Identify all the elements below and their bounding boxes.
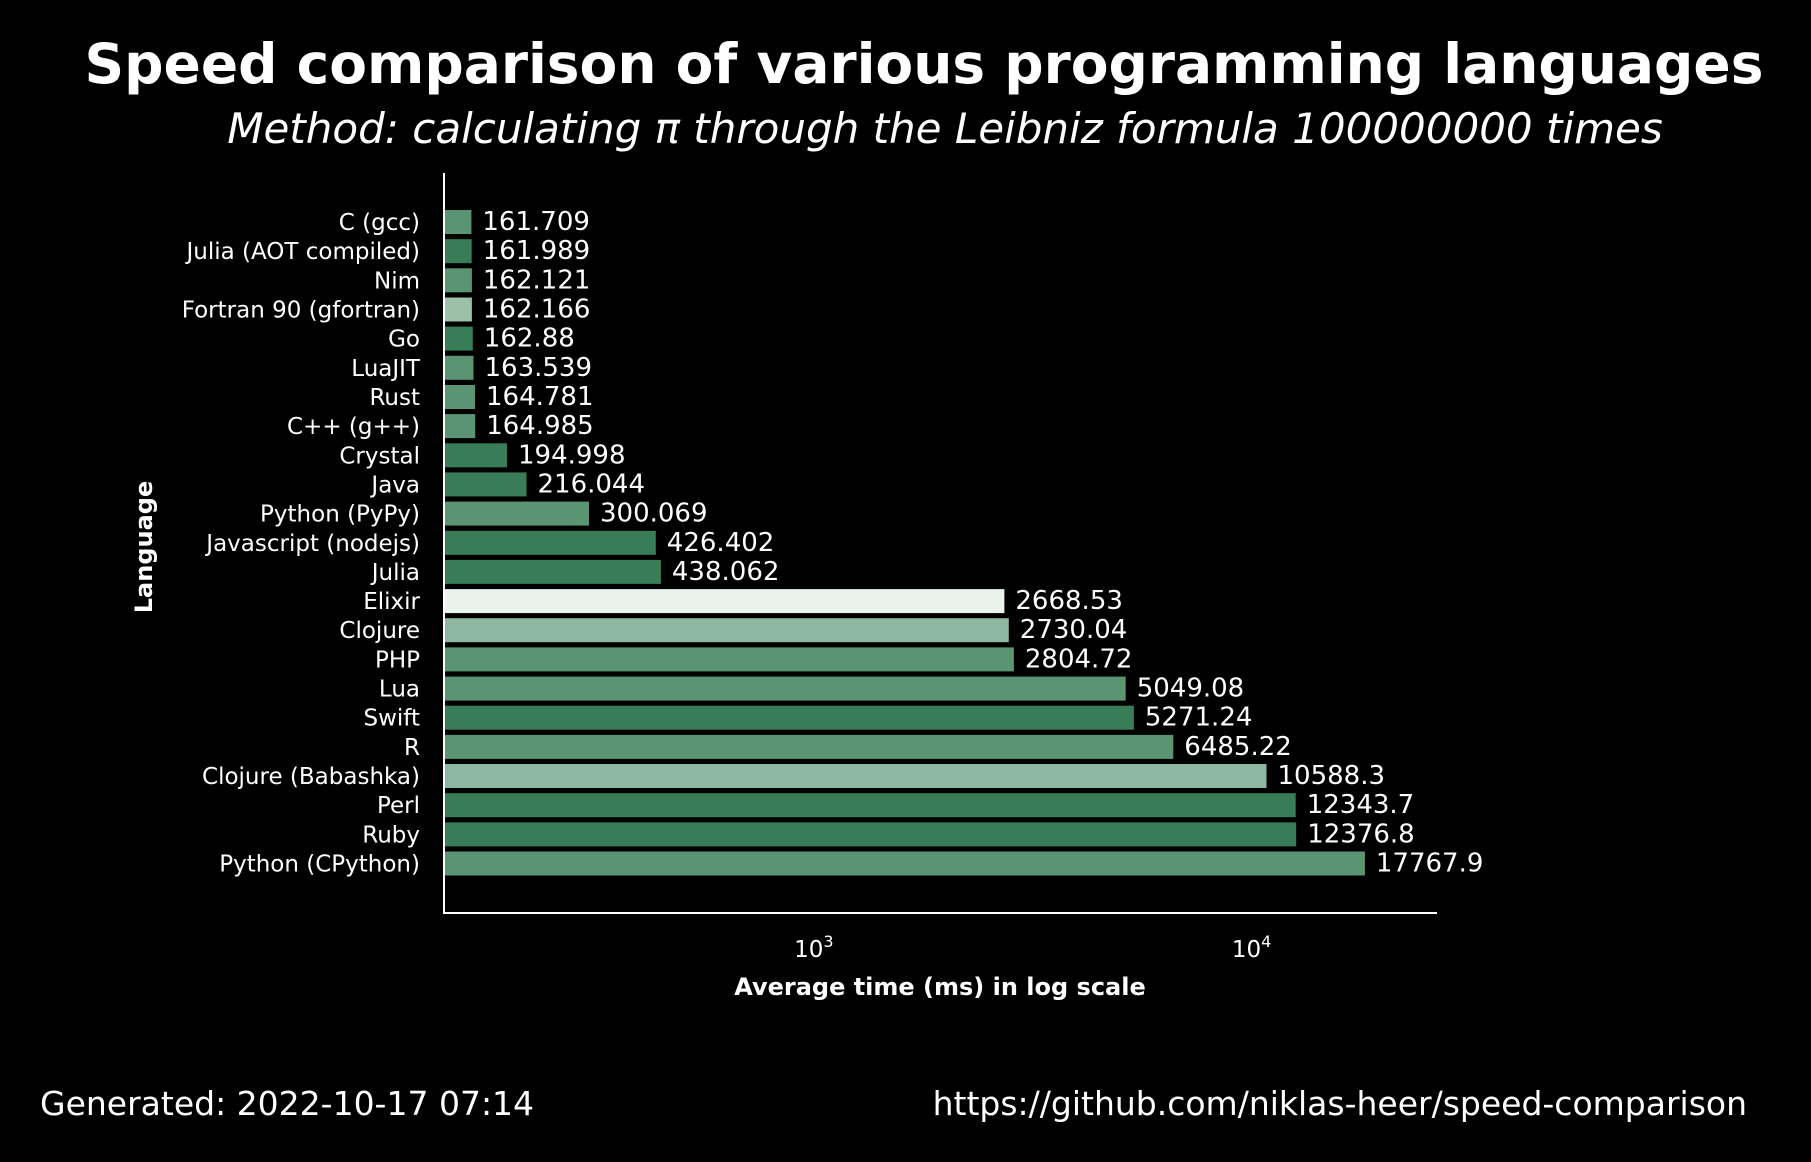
category-label: Perl [377, 793, 420, 819]
value-label: 162.166 [483, 295, 591, 325]
category-label: C++ (g++) [287, 414, 420, 440]
x-ticks-group: 103 104 [794, 932, 1271, 963]
bar [445, 472, 527, 497]
category-label: Python (CPython) [219, 852, 420, 878]
category-label: Clojure [339, 618, 420, 644]
bar [445, 559, 661, 584]
value-label: 216.044 [538, 469, 646, 499]
value-label: 17767.9 [1376, 849, 1484, 879]
category-label: Lua [379, 677, 420, 703]
y-axis-title: Language [130, 481, 158, 614]
bar [445, 764, 1267, 788]
category-label: Go [388, 327, 420, 353]
category-label: Fortran 90 (gfortran) [182, 298, 420, 324]
bar [445, 501, 589, 526]
category-label: Swift [363, 706, 420, 732]
category-label: Crystal [339, 443, 420, 469]
value-label: 426.402 [667, 528, 775, 558]
value-label: 162.121 [483, 265, 591, 295]
category-label: C (gcc) [339, 210, 420, 236]
category-label: Python (PyPy) [260, 502, 420, 528]
value-label: 164.985 [486, 411, 594, 441]
bar [445, 268, 472, 293]
bar [445, 822, 1297, 847]
value-label: 300.069 [600, 499, 708, 529]
bar [445, 443, 507, 468]
value-label: 161.989 [483, 236, 591, 266]
category-label: Rust [369, 385, 420, 411]
category-label: Elixir [363, 589, 420, 615]
bar [445, 385, 475, 409]
value-label: 161.709 [482, 207, 590, 237]
value-label: 2668.53 [1015, 586, 1123, 616]
bar [445, 618, 1009, 643]
category-labels-group: C (gcc) Julia (AOT compiled) Nim Fortran 90… [182, 210, 421, 878]
value-label: 2804.72 [1025, 644, 1133, 674]
value-label: 12376.8 [1307, 819, 1415, 849]
footer-url: https://github.com/niklas-heer/speed-com… [933, 1084, 1747, 1123]
category-label: Nim [374, 268, 420, 294]
bar [445, 734, 1174, 759]
value-label: 5049.08 [1137, 674, 1245, 704]
value-label: 5271.24 [1145, 703, 1253, 733]
chart-title: Speed comparison of various programming … [85, 32, 1764, 96]
bar [445, 705, 1134, 730]
bar [445, 647, 1014, 672]
category-label: R [404, 735, 420, 761]
bar [445, 414, 476, 439]
bars-group [445, 210, 1365, 876]
bar [445, 355, 474, 380]
bar [445, 297, 472, 322]
chart-subtitle: Method: calculating π through the Leibni… [227, 104, 1663, 153]
bar [445, 851, 1365, 876]
category-label: Julia (AOT compiled) [184, 239, 420, 265]
bar [445, 676, 1126, 701]
x-tick-label: 104 [1232, 932, 1271, 963]
value-label: 194.998 [518, 440, 626, 470]
value-label: 164.781 [486, 382, 594, 412]
value-label: 162.88 [484, 324, 575, 354]
category-label: Javascript (nodejs) [204, 531, 420, 557]
value-label: 10588.3 [1278, 761, 1386, 791]
x-tick-label: 103 [794, 932, 833, 963]
category-label: Clojure (Babashka) [202, 764, 420, 790]
value-label: 6485.22 [1184, 732, 1292, 762]
category-label: Ruby [362, 822, 420, 848]
category-label: Java [369, 472, 420, 498]
value-label: 163.539 [485, 353, 593, 383]
category-label: PHP [375, 647, 420, 673]
category-label: LuaJIT [351, 356, 421, 382]
category-label: Julia [370, 560, 420, 586]
value-labels-group: 161.709161.989162.121162.166162.88163.53… [482, 207, 1483, 879]
bar [445, 210, 472, 234]
value-label: 2730.04 [1020, 615, 1128, 645]
bar [445, 239, 472, 264]
bar [445, 589, 1005, 614]
value-label: 438.062 [672, 557, 780, 587]
footer-generated: Generated: 2022-10-17 07:14 [40, 1084, 534, 1123]
bar [445, 530, 656, 555]
bar [445, 793, 1296, 818]
bar [445, 326, 473, 351]
x-axis-title: Average time (ms) in log scale [734, 973, 1146, 1001]
value-label: 12343.7 [1307, 790, 1415, 820]
